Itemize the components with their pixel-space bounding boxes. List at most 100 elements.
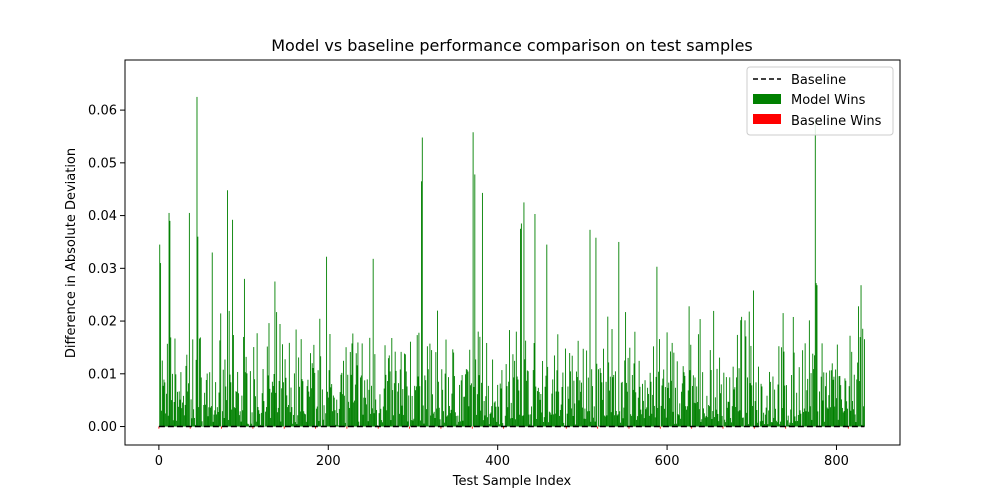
model-wins-bar xyxy=(663,369,665,427)
model-wins-bar xyxy=(281,388,283,427)
model-wins-bar xyxy=(474,174,476,427)
model-wins-bar xyxy=(619,411,621,427)
model-wins-bar xyxy=(240,421,242,427)
model-wins-bar xyxy=(585,418,587,427)
model-wins-bar xyxy=(569,353,571,427)
model-wins-bar xyxy=(731,406,733,427)
model-wins-bar xyxy=(276,312,278,427)
model-wins-bar xyxy=(622,418,624,427)
model-wins-bar xyxy=(177,391,178,427)
model-wins-bar xyxy=(739,410,741,427)
model-wins-bar xyxy=(500,388,502,427)
model-wins-bar xyxy=(445,339,447,427)
model-wins-bar xyxy=(376,410,378,427)
model-wins-bar xyxy=(674,423,676,427)
model-wins-bar xyxy=(437,381,439,427)
model-wins-bar xyxy=(491,406,493,427)
x-tick-label: 400 xyxy=(485,454,510,469)
model-wins-bar xyxy=(683,372,685,427)
model-wins-bar xyxy=(776,422,778,427)
model-wins-bar xyxy=(212,421,214,427)
y-axis: 0.00 0.01 0.02 0.03 0.04 0.05 0.06 xyxy=(88,104,125,435)
model-wins-bar xyxy=(508,381,510,427)
model-wins-bar xyxy=(337,425,339,427)
model-wins-bar xyxy=(812,353,814,427)
model-wins-bar xyxy=(210,406,212,427)
model-wins-bar xyxy=(570,408,572,427)
model-wins-bar xyxy=(579,380,581,427)
model-wins-bar xyxy=(673,352,675,427)
model-wins-bar xyxy=(704,417,706,427)
model-wins-bar xyxy=(509,418,511,427)
model-wins-bar xyxy=(679,403,681,427)
model-wins-bar xyxy=(236,391,238,427)
model-wins-bar xyxy=(849,335,851,427)
model-wins-bar xyxy=(747,424,749,427)
model-wins-bar xyxy=(512,354,514,427)
model-wins-bar xyxy=(574,403,576,427)
model-wins-bar xyxy=(742,417,743,427)
model-wins-bar xyxy=(515,419,516,427)
model-wins-bar xyxy=(758,425,760,427)
model-wins-bar xyxy=(374,354,376,427)
model-wins-bar xyxy=(525,340,527,427)
model-wins-bar xyxy=(247,423,249,427)
model-wins-bar xyxy=(635,392,637,427)
model-wins-bar xyxy=(432,394,433,427)
model-wins-bar xyxy=(856,379,858,427)
model-wins-bar xyxy=(620,382,622,427)
model-wins-bar xyxy=(639,386,641,427)
model-wins-bar xyxy=(618,241,620,427)
model-wins-bar xyxy=(267,375,269,427)
model-wins-bar xyxy=(564,348,566,427)
model-wins-bar xyxy=(184,404,186,427)
model-wins-bar xyxy=(789,422,791,427)
model-wins-bar xyxy=(772,376,774,427)
model-wins-bar xyxy=(716,368,718,427)
model-wins-bar xyxy=(764,424,765,427)
model-wins-bar xyxy=(433,411,435,427)
model-wins-bar xyxy=(249,371,251,427)
model-wins-bar xyxy=(752,405,754,427)
model-wins-bar xyxy=(654,417,656,427)
model-wins-bar xyxy=(596,363,598,427)
model-wins-bar xyxy=(816,285,818,427)
model-wins-bar xyxy=(384,345,386,427)
model-wins-bar xyxy=(528,414,530,427)
model-wins-bar xyxy=(272,385,274,427)
model-wins-bar xyxy=(765,407,767,427)
model-wins-bar xyxy=(493,402,495,427)
model-wins-bar xyxy=(365,404,367,427)
model-wins-bar xyxy=(550,414,552,427)
model-wins-bar xyxy=(462,420,464,427)
model-wins-bar xyxy=(397,391,399,427)
model-wins-bar xyxy=(662,378,664,427)
model-wins-bar xyxy=(754,401,756,427)
model-wins-bar xyxy=(352,333,354,427)
model-wins-bar xyxy=(769,371,771,427)
model-wins-bar xyxy=(668,382,670,427)
model-wins-bar xyxy=(664,408,665,427)
model-wins-bar xyxy=(660,405,662,427)
model-wins-bar xyxy=(325,413,327,427)
model-wins-bar xyxy=(562,372,564,427)
model-wins-bar xyxy=(343,395,345,427)
model-wins-bar xyxy=(258,410,260,427)
model-wins-bar xyxy=(387,381,389,427)
model-wins-bar xyxy=(367,421,369,427)
model-wins-bar xyxy=(317,370,319,427)
model-wins-bar xyxy=(387,358,389,427)
model-wins-bar xyxy=(219,340,221,427)
model-wins-bar xyxy=(296,424,298,427)
model-wins-bar xyxy=(782,313,784,427)
model-wins-bar xyxy=(824,421,826,427)
model-wins-bar xyxy=(702,372,704,427)
model-wins-bar xyxy=(411,395,413,427)
model-wins-bar xyxy=(589,229,591,427)
model-wins-bar xyxy=(627,357,629,427)
model-wins-bar xyxy=(344,422,346,427)
model-wins-bar xyxy=(719,393,721,427)
model-wins-bar xyxy=(232,219,234,427)
model-wins-bar xyxy=(721,415,723,427)
baseline-wins-bar xyxy=(158,426,160,429)
